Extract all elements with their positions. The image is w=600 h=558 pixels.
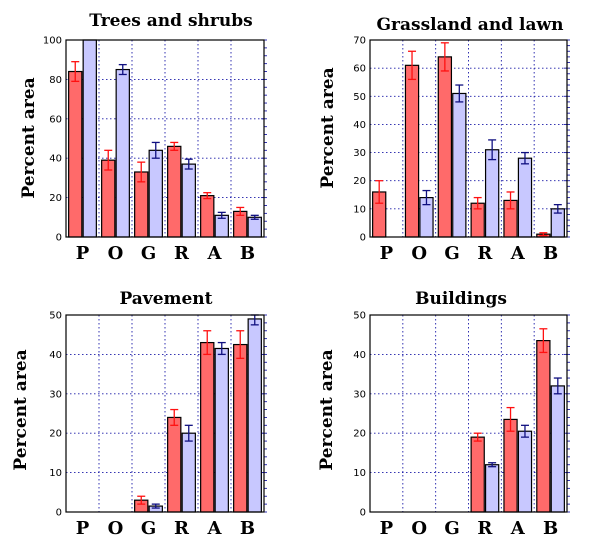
- category-label: B: [240, 243, 255, 264]
- bar: [517, 430, 533, 513]
- bar: [181, 163, 196, 238]
- y-tick-label: 20: [353, 429, 366, 440]
- y-tick-label: 30: [49, 389, 62, 400]
- y-tick-label: 60: [49, 114, 62, 125]
- panel-grassland-and-lawn: Grassland and lawn Percent area 0 10 20 30 4…: [318, 15, 570, 264]
- panel-pavement: Pavement Percent area 0 10 20 30 40 50 P O G R A B: [11, 289, 267, 539]
- panel-trees-and-shrubs: Trees and shrubs Percent area 0 20 40 60 80 1…: [19, 11, 267, 264]
- bar: [484, 149, 500, 238]
- bar: [82, 39, 97, 238]
- category-label: A: [207, 243, 223, 264]
- plot-frame: [369, 314, 568, 513]
- bar: [247, 318, 262, 513]
- category-label: B: [543, 518, 558, 539]
- category-label: P: [76, 243, 90, 264]
- y-tick-label: 100: [43, 36, 62, 47]
- y-tick-label: 50: [353, 311, 366, 322]
- category-label: G: [444, 243, 459, 264]
- y-axis-label: Percent area: [11, 349, 31, 470]
- category-label: A: [510, 518, 526, 539]
- bar: [517, 157, 533, 238]
- y-tick-label: 30: [353, 389, 366, 400]
- bar: [167, 145, 182, 238]
- bar: [181, 432, 196, 513]
- y-tick-label: 50: [353, 92, 366, 103]
- category-label: R: [477, 243, 493, 264]
- bar: [452, 92, 467, 238]
- plot-area: 0 10 20 30 40 50 P O G R A B: [49, 311, 267, 539]
- category-label: R: [174, 518, 190, 539]
- bar: [437, 56, 453, 238]
- y-tick-label: 40: [353, 350, 366, 361]
- panel-title: Trees and shrubs: [89, 11, 252, 31]
- y-axis-label: Percent area: [318, 67, 338, 188]
- category-label: P: [380, 243, 394, 264]
- bar: [470, 436, 485, 513]
- y-axis-label: Percent area: [317, 349, 337, 470]
- y-tick-label: 20: [49, 429, 62, 440]
- category-label: A: [510, 243, 526, 264]
- bar: [484, 464, 500, 513]
- category-label: O: [108, 518, 124, 539]
- bar: [536, 340, 551, 513]
- plot-frame: [65, 39, 265, 238]
- category-label: B: [543, 243, 558, 264]
- y-tick-label: 80: [49, 75, 62, 86]
- bar: [200, 195, 215, 238]
- y-tick-label: 20: [353, 176, 366, 187]
- category-label: P: [380, 518, 394, 539]
- y-tick-label: 0: [56, 508, 62, 519]
- plot-area: 0 20 40 60 80 100 P O G R A B: [43, 36, 267, 264]
- plot-frame: [65, 314, 265, 513]
- panel-buildings: Buildings Percent area 0 10 20 30 40 50 P O G R A B: [317, 289, 570, 539]
- bar: [200, 341, 215, 513]
- panel-title: Grassland and lawn: [377, 15, 564, 35]
- y-tick-label: 50: [49, 311, 62, 322]
- bar: [167, 416, 182, 513]
- y-tick-label: 10: [49, 468, 62, 479]
- y-tick-label: 60: [353, 64, 366, 75]
- bar: [503, 418, 518, 513]
- bar: [233, 343, 248, 513]
- y-tick-label: 10: [353, 204, 366, 215]
- plot-frame: [369, 39, 568, 238]
- category-label: G: [141, 518, 156, 539]
- y-tick-label: 20: [49, 193, 62, 204]
- category-label: O: [411, 518, 427, 539]
- y-tick-label: 40: [49, 350, 62, 361]
- y-tick-label: 70: [353, 36, 366, 47]
- y-tick-label: 10: [353, 468, 366, 479]
- bar: [550, 385, 565, 513]
- bar: [101, 159, 116, 238]
- y-tick-label: 0: [56, 233, 62, 244]
- category-label: P: [76, 518, 90, 539]
- y-tick-label: 0: [360, 508, 366, 519]
- plot-area: 0 10 20 30 40 50 P O G R A B: [353, 311, 570, 539]
- panel-title: Buildings: [415, 289, 507, 309]
- category-label: G: [444, 518, 459, 539]
- bar: [68, 70, 83, 238]
- y-tick-label: 40: [353, 120, 366, 131]
- category-label: B: [240, 518, 255, 539]
- y-tick-label: 30: [353, 148, 366, 159]
- category-label: O: [411, 243, 427, 264]
- bar: [404, 64, 420, 238]
- category-label: R: [477, 518, 493, 539]
- category-label: R: [174, 243, 190, 264]
- category-label: A: [207, 518, 223, 539]
- y-tick-label: 0: [360, 233, 366, 244]
- category-label: G: [141, 243, 156, 264]
- bar: [148, 149, 163, 238]
- bar: [247, 216, 262, 238]
- y-axis-label: Percent area: [19, 77, 39, 198]
- bar: [214, 347, 229, 513]
- panel-title: Pavement: [119, 289, 212, 309]
- plot-area: 0 10 20 30 40 50 60 70 P O G R A B: [353, 36, 570, 264]
- category-label: O: [108, 243, 124, 264]
- y-tick-label: 40: [49, 154, 62, 165]
- bar: [115, 68, 130, 238]
